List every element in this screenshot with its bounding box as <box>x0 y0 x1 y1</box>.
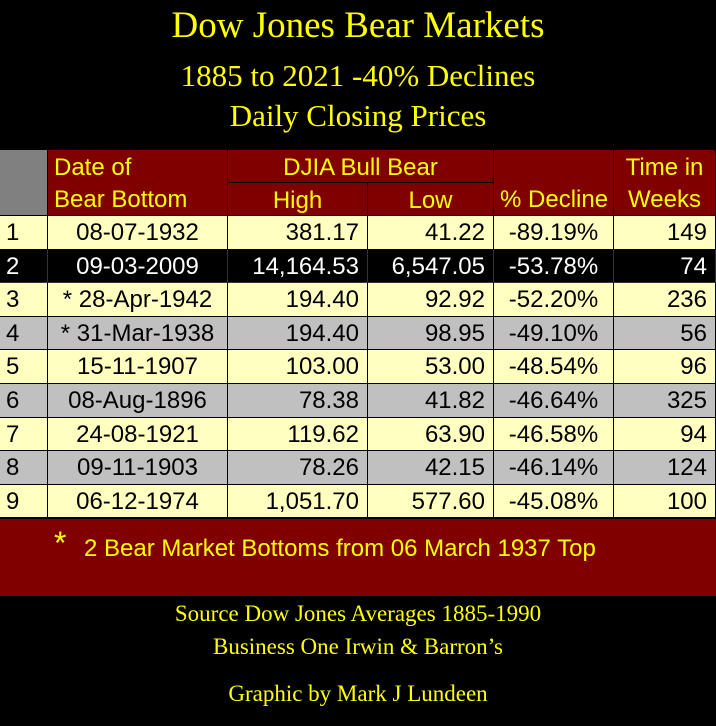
table-row: 8 09-11-1903 78.26 42.15 -46.14% 124 <box>0 451 716 485</box>
cell-low: 577.60 <box>368 484 494 519</box>
cell-date: 24-08-1921 <box>48 417 228 452</box>
chart-subtitle-2: Daily Closing Prices <box>229 98 487 133</box>
cell-weeks: 74 <box>614 249 716 284</box>
header-djia-label: DJIA Bull Bear <box>283 154 438 181</box>
cell-high: 119.62 <box>228 417 368 452</box>
cell-weeks: 124 <box>614 451 716 485</box>
cell-num: 5 <box>0 350 48 384</box>
header-high: High <box>228 183 368 216</box>
cell-num: 1 <box>0 216 48 250</box>
cell-high: 103.00 <box>228 350 368 384</box>
table-row: 2 09-03-2009 14,164.53 6,547.05 -53.78% 74 <box>0 249 716 284</box>
header-weeks-line1: Time in <box>625 154 704 181</box>
cell-high: 194.40 <box>228 283 368 317</box>
cell-low: 42.15 <box>368 451 494 485</box>
cell-low: 41.22 <box>368 216 494 250</box>
cell-decline: -46.64% <box>494 384 614 418</box>
cell-high: 78.38 <box>228 384 368 418</box>
source-line-1: Source Dow Jones Averages 1885-1990 <box>174 601 542 626</box>
cell-high: 1,051.70 <box>228 484 368 519</box>
cell-date: 08-07-1932 <box>48 216 228 250</box>
header-corner <box>0 150 48 216</box>
cell-weeks: 96 <box>614 350 716 384</box>
cell-weeks: 236 <box>614 283 716 317</box>
cell-num: 6 <box>0 384 48 418</box>
table-row: 3 * 28-Apr-1942 194.40 92.92 -52.20% 236 <box>0 283 716 317</box>
header-date-line1: Date of <box>54 154 132 181</box>
cell-num: 7 <box>0 417 48 452</box>
cell-high: 194.40 <box>228 316 368 351</box>
cell-date: * 31-Mar-1938 <box>48 316 228 351</box>
header-decline-label: % Decline <box>500 186 609 213</box>
cell-weeks: 94 <box>614 417 716 452</box>
cell-decline: -89.19% <box>494 216 614 250</box>
cell-weeks: 56 <box>614 316 716 351</box>
cell-weeks: 325 <box>614 384 716 418</box>
cell-low: 92.92 <box>368 283 494 317</box>
cell-high: 381.17 <box>228 216 368 250</box>
header-djia: DJIA Bull Bear <box>228 150 494 183</box>
header-low-label: Low <box>408 187 453 214</box>
cell-date: 06-12-1974 <box>48 484 228 519</box>
cell-num: 3 <box>0 283 48 317</box>
cell-low: 63.90 <box>368 417 494 452</box>
cell-decline: -48.54% <box>494 350 614 384</box>
cell-decline: -52.20% <box>494 283 614 317</box>
cell-decline: -45.08% <box>494 484 614 519</box>
table-row: 1 08-07-1932 381.17 41.22 -89.19% 149 <box>0 216 716 250</box>
cell-date: 15-11-1907 <box>48 350 228 384</box>
cell-weeks: 149 <box>614 216 716 250</box>
header-low: Low <box>368 183 494 216</box>
chart-subtitle: 1885 to 2021 -40% Declines <box>180 58 536 93</box>
table-row: 6 08-Aug-1896 78.38 41.82 -46.64% 325 <box>0 384 716 418</box>
cell-decline: -53.78% <box>494 249 614 284</box>
cell-weeks: 100 <box>614 484 716 519</box>
cell-num: 4 <box>0 316 48 351</box>
footnote-text: 2 Bear Market Bottoms from 06 March 1937… <box>84 535 596 562</box>
header-weeks-line2: Weeks <box>628 186 701 213</box>
cell-decline: -46.14% <box>494 451 614 485</box>
cell-num: 2 <box>0 249 48 284</box>
cell-high: 78.26 <box>228 451 368 485</box>
header-date: Date of Bear Bottom <box>48 150 228 216</box>
cell-decline: -46.58% <box>494 417 614 452</box>
source-line-2: Business One Irwin & Barron’s <box>212 634 504 659</box>
cell-date: 08-Aug-1896 <box>48 384 228 418</box>
table-row: 9 06-12-1974 1,051.70 577.60 -45.08% 100 <box>0 484 716 519</box>
header-decline: % Decline <box>494 150 614 216</box>
footnote-band: * 2 Bear Market Bottoms from 06 March 19… <box>0 519 716 596</box>
cell-low: 41.82 <box>368 384 494 418</box>
cell-low: 98.95 <box>368 316 494 351</box>
table-row: 5 15-11-1907 103.00 53.00 -48.54% 96 <box>0 350 716 384</box>
cell-decline: -49.10% <box>494 316 614 351</box>
header-high-label: High <box>272 187 323 214</box>
header-date-line2: Bear Bottom <box>54 186 188 213</box>
table-row: 4 * 31-Mar-1938 194.40 98.95 -49.10% 56 <box>0 316 716 351</box>
credit-line: Graphic by Mark J Lundeen <box>228 681 488 706</box>
cell-low: 53.00 <box>368 350 494 384</box>
footnote-star: * <box>54 525 67 561</box>
cell-date: 09-03-2009 <box>48 249 228 284</box>
cell-num: 8 <box>0 451 48 485</box>
cell-high: 14,164.53 <box>228 249 368 284</box>
header-weeks: Time in Weeks <box>614 150 716 216</box>
cell-low: 6,547.05 <box>368 249 494 284</box>
chart-title: Dow Jones Bear Markets <box>171 5 545 46</box>
cell-date: 09-11-1903 <box>48 451 228 485</box>
cell-date: * 28-Apr-1942 <box>48 283 228 317</box>
cell-num: 9 <box>0 484 48 519</box>
table-row: 7 24-08-1921 119.62 63.90 -46.58% 94 <box>0 417 716 452</box>
table-header: Date of Bear Bottom DJIA Bull Bear High … <box>0 150 716 216</box>
